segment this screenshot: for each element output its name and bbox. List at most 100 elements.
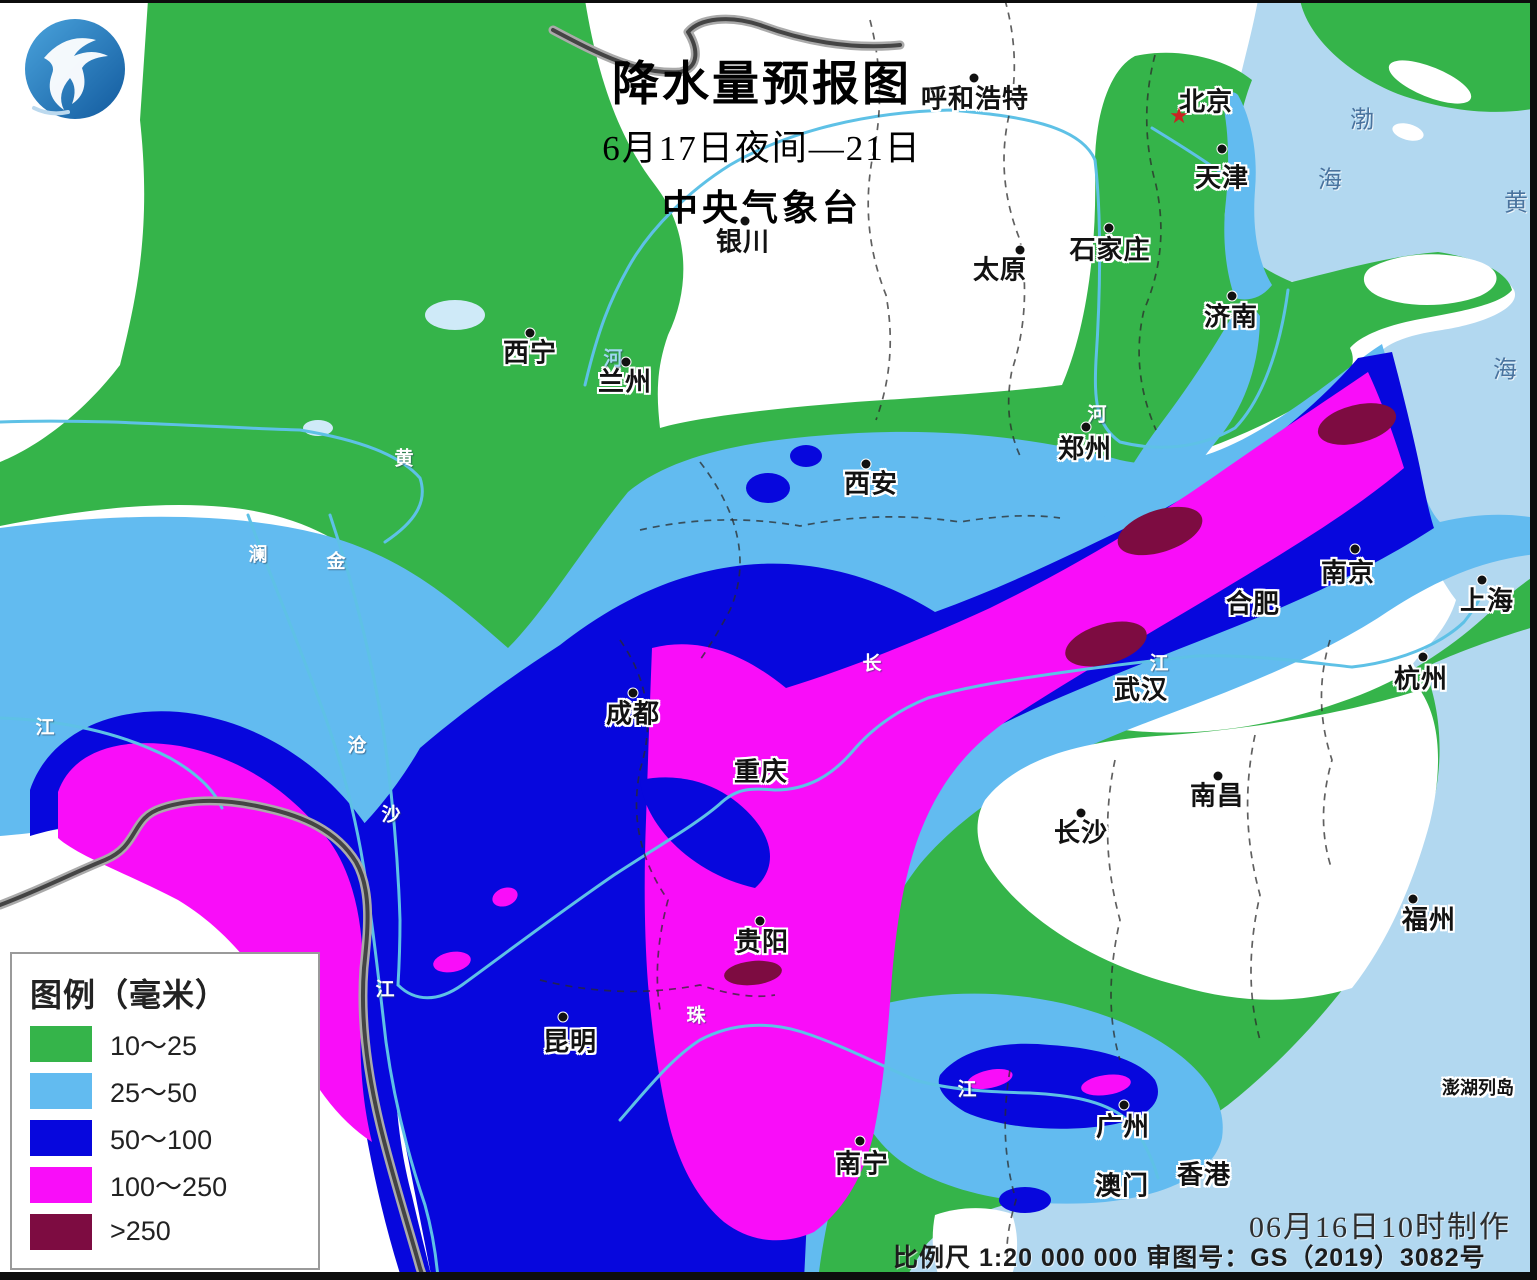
city-label-南宁: 南宁 <box>834 1148 890 1179</box>
frame-edge-right <box>1530 0 1537 1280</box>
city-dot <box>1081 422 1091 432</box>
jinsha-river <box>328 513 402 987</box>
river-label: 金 <box>326 551 346 573</box>
legend-range-label: 100～250 <box>110 1172 228 1202</box>
rain-band-100-250-main <box>644 372 1404 1241</box>
city-label-成都: 成都 <box>605 698 661 729</box>
city-dot <box>755 916 765 926</box>
city-label-合肥: 合肥 <box>1225 588 1281 619</box>
city-dot <box>1217 144 1227 154</box>
legend-row-0: 10～25 <box>12 1020 318 1067</box>
river-label: 江 <box>957 1079 977 1101</box>
city-dot <box>1227 291 1237 301</box>
sea-label: 海 <box>1318 166 1342 194</box>
rain-band-50-100-notch <box>640 777 770 888</box>
legend-swatch-icon <box>30 1119 92 1156</box>
capital-star-icon: ★ <box>1169 103 1189 128</box>
legend: 图例（毫米） 10～25 25～50 50～100 100～250 >250 <box>10 952 320 1270</box>
lake-qinghai <box>425 300 485 330</box>
yangtze-main <box>396 596 1482 1000</box>
river-label: 黄 <box>394 448 414 470</box>
city-label-南昌: 南昌 <box>1189 780 1245 811</box>
city-dot <box>969 73 979 83</box>
yellow-river-main <box>583 108 1290 449</box>
rain-spot-250-jiangsu <box>1317 403 1397 445</box>
river-label: 江 <box>1149 653 1169 675</box>
city-dot <box>1477 575 1487 585</box>
logo-swoosh <box>32 106 70 116</box>
city-dot <box>1076 808 1086 818</box>
city-dot <box>740 216 750 226</box>
rain-band-10-25-north <box>0 0 1512 657</box>
city-dot <box>525 328 535 338</box>
river-label: 澜 <box>248 544 268 566</box>
city-label-长沙: 长沙 <box>1053 817 1109 848</box>
legend-row-2: 50～100 <box>12 1114 318 1161</box>
frame-edge-bottom <box>0 1272 1537 1280</box>
river-label: 长 <box>862 653 882 675</box>
city-label-太原: 太原 <box>972 254 1028 285</box>
rain-spot-250-henan <box>1117 506 1203 556</box>
city-label-重庆: 重庆 <box>733 756 789 787</box>
forecast-period: 6月17日夜间—21日 <box>602 128 922 168</box>
city-dot <box>558 1012 568 1022</box>
frame-edge-top <box>0 0 1537 3</box>
city-label-上海: 上海 <box>1459 585 1515 616</box>
city-label-天津: 天津 <box>1194 162 1250 193</box>
rain-band-25-50-tianjin-strip <box>1222 92 1272 300</box>
river-label: 江 <box>375 979 395 1001</box>
city-label-香港: 香港 <box>1176 1159 1232 1190</box>
river-label: 珠 <box>686 1005 706 1027</box>
legend-swatch-icon <box>30 1025 92 1062</box>
legend-swatch-icon <box>30 1072 92 1109</box>
rain-band-10-25-liaodong <box>1300 0 1537 112</box>
city-label-北京: 北京 <box>1178 86 1234 117</box>
rain-spot-100-250-gd2 <box>1081 1074 1131 1096</box>
issue-timestamp: 06月16日10时制作 <box>1249 1211 1511 1244</box>
yangtze-upper <box>0 716 224 810</box>
city-label-济南: 济南 <box>1203 301 1259 332</box>
dry-area-southeast <box>977 690 1439 1000</box>
river-label: 河 <box>1087 404 1107 426</box>
dry-area-shandong-tip <box>1363 254 1497 305</box>
rain-spot-100-250-gd1 <box>967 1068 1013 1090</box>
agency-name: 中央气象台 <box>661 186 863 228</box>
rain-patch-50-100-xian-1 <box>790 445 822 467</box>
title-block: 降水量预报图 6月17日夜间—21日 中央气象台 <box>602 59 922 231</box>
sea-label: 渤 <box>1350 106 1374 134</box>
sea-label: 黄 <box>1504 189 1528 217</box>
rain-patch-50-100-guangdong <box>938 1043 1158 1129</box>
river-label: 河 <box>603 348 623 370</box>
city-label-昆明: 昆明 <box>542 1026 598 1057</box>
rain-patch-50-100-coast <box>999 1187 1051 1213</box>
rain-spot-100-250-sw2 <box>433 951 471 973</box>
legend-row-3: 100～250 <box>12 1161 318 1208</box>
pearl-river <box>618 1023 1160 1180</box>
city-dot <box>628 688 638 698</box>
city-label-杭州: 杭州 <box>1393 663 1449 694</box>
legend-range-label: 25～50 <box>110 1078 198 1108</box>
city-label-澳门: 澳门 <box>1094 1170 1150 1201</box>
yellow-river <box>0 419 424 544</box>
rain-spot-100-250-sw1 <box>492 887 518 907</box>
rain-band-25-50-jinan-strip <box>1090 301 1260 562</box>
hai-river <box>1150 126 1240 187</box>
dry-area-liaodong-2 <box>1392 123 1424 141</box>
national-borders <box>0 14 905 1280</box>
cma-logo <box>25 19 125 119</box>
legend-range-label: 50～100 <box>110 1125 213 1155</box>
river-label: 沧 <box>347 735 367 757</box>
map-title: 降水量预报图 <box>611 59 912 111</box>
logo-swirl <box>44 38 108 110</box>
city-dot <box>1213 771 1223 781</box>
city-label-呼和浩特: 呼和浩特 <box>920 83 1030 114</box>
city-dot <box>1015 245 1025 255</box>
city-label-广州: 广州 <box>1095 1111 1151 1142</box>
sea-label: 海 <box>1493 356 1517 384</box>
city-label-武汉: 武汉 <box>1113 674 1169 705</box>
city-label-贵阳: 贵阳 <box>734 926 790 957</box>
city-label-银川: 银川 <box>715 226 771 257</box>
city-label-西宁: 西宁 <box>502 337 558 368</box>
